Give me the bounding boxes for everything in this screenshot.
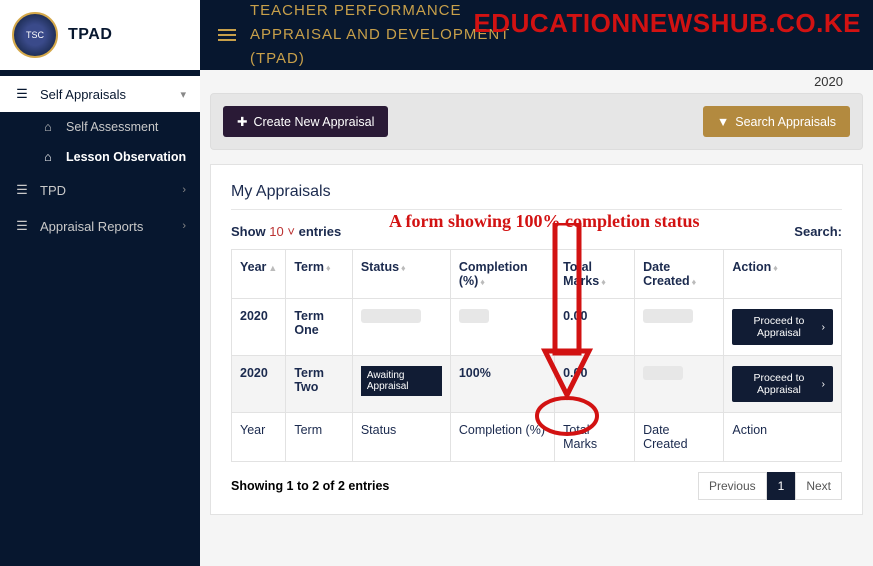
col-term[interactable]: Term♦ bbox=[286, 250, 353, 299]
search-label: Search: bbox=[794, 224, 842, 239]
home-icon: ⌂ bbox=[40, 120, 56, 134]
chevron-down-icon: ˅ bbox=[287, 224, 295, 239]
filter-icon: ▼ bbox=[717, 115, 729, 129]
sidebar-item-label: Self Assessment bbox=[66, 120, 158, 134]
search-field[interactable]: Search: bbox=[794, 224, 842, 239]
sort-icon: ♦ bbox=[401, 263, 406, 273]
redacted-icon bbox=[459, 309, 489, 323]
watermark-text: EDUCATIONNEWSHUB.CO.KE bbox=[473, 8, 861, 39]
appraisals-table: Year▲ Term♦ Status♦ Completion (%)♦ Tota… bbox=[231, 249, 842, 462]
menu-toggle-icon[interactable] bbox=[218, 29, 236, 41]
sidebar-item-self-assessment[interactable]: ⌂ Self Assessment bbox=[30, 112, 200, 142]
create-appraisal-button[interactable]: ✚ Create New Appraisal bbox=[223, 106, 388, 137]
sidebar-item-tpd[interactable]: ☰ TPD › bbox=[0, 172, 200, 208]
col-action[interactable]: Action♦ bbox=[724, 250, 842, 299]
sidebar-item-label: TPD bbox=[40, 183, 172, 198]
header-bar: TEACHER PERFORMANCE APPRAISAL AND DEVELO… bbox=[200, 0, 873, 70]
redacted-icon bbox=[361, 309, 421, 323]
chevron-right-icon: › bbox=[182, 220, 186, 232]
sidebar-item-lesson-observation[interactable]: ⌂ Lesson Observation bbox=[30, 142, 200, 172]
sidebar-item-appraisal-reports[interactable]: ☰ Appraisal Reports › bbox=[0, 208, 200, 244]
pager-page-1[interactable]: 1 bbox=[767, 472, 796, 500]
col-marks[interactable]: Total Marks♦ bbox=[555, 250, 635, 299]
pager-previous[interactable]: Previous bbox=[698, 472, 767, 500]
table-info: Showing 1 to 2 of 2 entries bbox=[231, 479, 389, 493]
sidebar-item-self-appraisals[interactable]: ☰ Self Appraisals ▾ bbox=[0, 76, 200, 112]
year-indicator: 2020 bbox=[210, 70, 863, 93]
entries-selector[interactable]: Show 10 ˅ entries bbox=[231, 224, 341, 239]
col-year[interactable]: Year▲ bbox=[232, 250, 286, 299]
logo-icon: TSC bbox=[12, 12, 58, 58]
sidebar: ☰ Self Appraisals ▾ ⌂ Self Assessment ⌂ … bbox=[0, 70, 200, 566]
divider bbox=[231, 209, 842, 210]
search-appraisals-button[interactable]: ▼ Search Appraisals bbox=[703, 106, 850, 137]
panel-title: My Appraisals bbox=[231, 183, 842, 201]
col-status[interactable]: Status♦ bbox=[352, 250, 450, 299]
sidebar-item-label: Lesson Observation bbox=[66, 150, 186, 164]
proceed-button[interactable]: Proceed to Appraisal› bbox=[732, 366, 833, 402]
pagination: Previous 1 Next bbox=[698, 472, 842, 500]
plus-icon: ✚ bbox=[237, 114, 247, 129]
sort-icon: ♦ bbox=[326, 263, 331, 273]
logo-area: TSC TPAD bbox=[0, 0, 200, 70]
sort-icon: ♦ bbox=[773, 263, 778, 273]
col-completion[interactable]: Completion (%)♦ bbox=[450, 250, 554, 299]
sidebar-item-label: Appraisal Reports bbox=[40, 219, 172, 234]
status-badge: Awaiting Appraisal bbox=[361, 366, 442, 396]
sort-icon: ♦ bbox=[601, 277, 606, 287]
redacted-icon bbox=[643, 366, 683, 380]
chevron-down-icon: ▾ bbox=[180, 88, 186, 101]
button-label: Create New Appraisal bbox=[253, 115, 374, 129]
button-label: Search Appraisals bbox=[735, 115, 836, 129]
brand-text: TPAD bbox=[68, 26, 112, 44]
chevron-right-icon: › bbox=[182, 184, 186, 196]
redacted-icon bbox=[643, 309, 693, 323]
sidebar-item-label: Self Appraisals bbox=[40, 87, 170, 102]
annotation-text: A form showing 100% completion status bbox=[389, 211, 700, 232]
sort-icon: ▲ bbox=[268, 263, 277, 273]
list-icon: ☰ bbox=[14, 86, 30, 102]
table-row: 2020 Term Two Awaiting Appraisal 100% 0.… bbox=[232, 356, 842, 413]
table-row: 2020 Term One 0.00 Proceed to Appraisal› bbox=[232, 299, 842, 356]
sort-icon: ♦ bbox=[480, 277, 485, 287]
proceed-button[interactable]: Proceed to Appraisal› bbox=[732, 309, 833, 345]
list-icon: ☰ bbox=[14, 218, 30, 234]
appraisals-panel: My Appraisals A form showing 100% comple… bbox=[210, 164, 863, 515]
chevron-right-icon: › bbox=[822, 378, 826, 390]
col-date[interactable]: Date Created♦ bbox=[635, 250, 724, 299]
sort-icon: ♦ bbox=[692, 277, 697, 287]
pager-next[interactable]: Next bbox=[795, 472, 842, 500]
home-icon: ⌂ bbox=[40, 150, 56, 164]
chevron-right-icon: › bbox=[822, 321, 826, 333]
actions-bar: ✚ Create New Appraisal ▼ Search Appraisa… bbox=[210, 93, 863, 150]
list-icon: ☰ bbox=[14, 182, 30, 198]
